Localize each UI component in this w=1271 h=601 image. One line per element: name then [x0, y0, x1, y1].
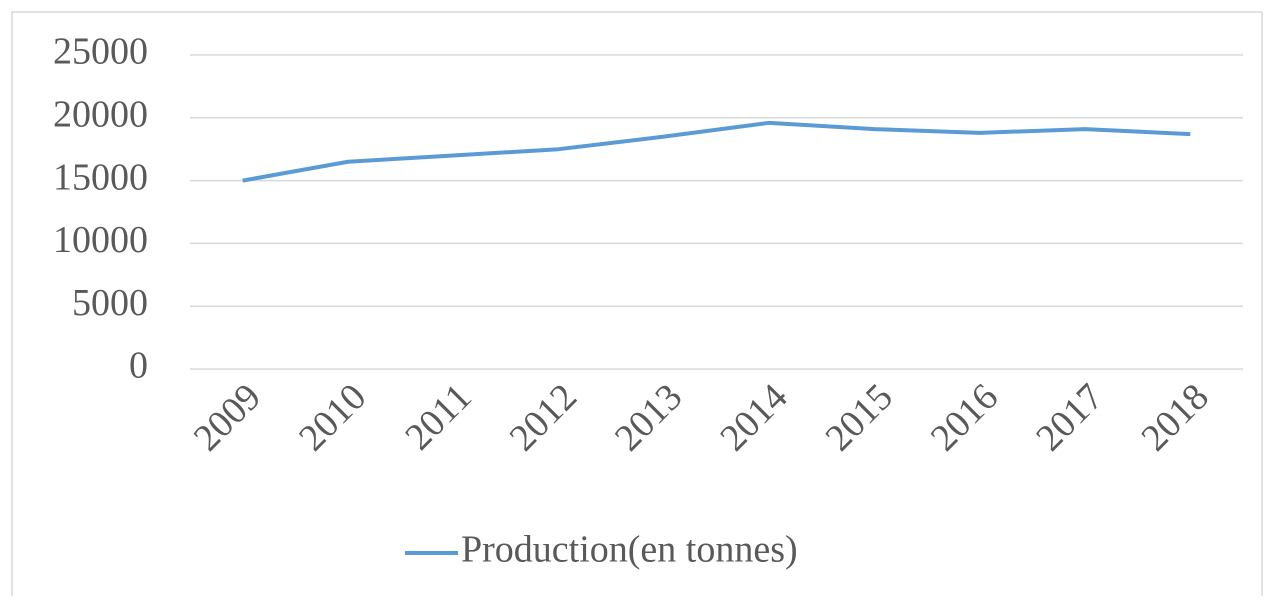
- y-tick-label: 15000: [53, 156, 148, 198]
- x-tick-label: 2010: [291, 376, 374, 459]
- x-tick-label: 2013: [607, 376, 690, 459]
- legend-label: Production(en tonnes): [461, 529, 798, 571]
- y-tick-label: 0: [129, 345, 148, 387]
- x-tick-label: 2016: [923, 376, 1006, 459]
- x-tick-label: 2015: [818, 376, 901, 459]
- x-tick-label: 2011: [397, 376, 479, 458]
- x-tick-label: 2012: [502, 376, 585, 459]
- y-tick-label: 10000: [53, 219, 148, 261]
- series-line: [242, 120, 1191, 183]
- x-tick-label: 2014: [712, 376, 795, 459]
- chart-border: [11, 11, 1263, 601]
- x-tick-label: 2017: [1028, 376, 1111, 459]
- y-tick-label: 25000: [53, 31, 148, 73]
- x-tick-label: 2009: [186, 376, 269, 459]
- x-tick-label: 2018: [1133, 376, 1216, 459]
- y-tick-label: 5000: [72, 282, 148, 324]
- y-tick-label: 20000: [53, 94, 148, 136]
